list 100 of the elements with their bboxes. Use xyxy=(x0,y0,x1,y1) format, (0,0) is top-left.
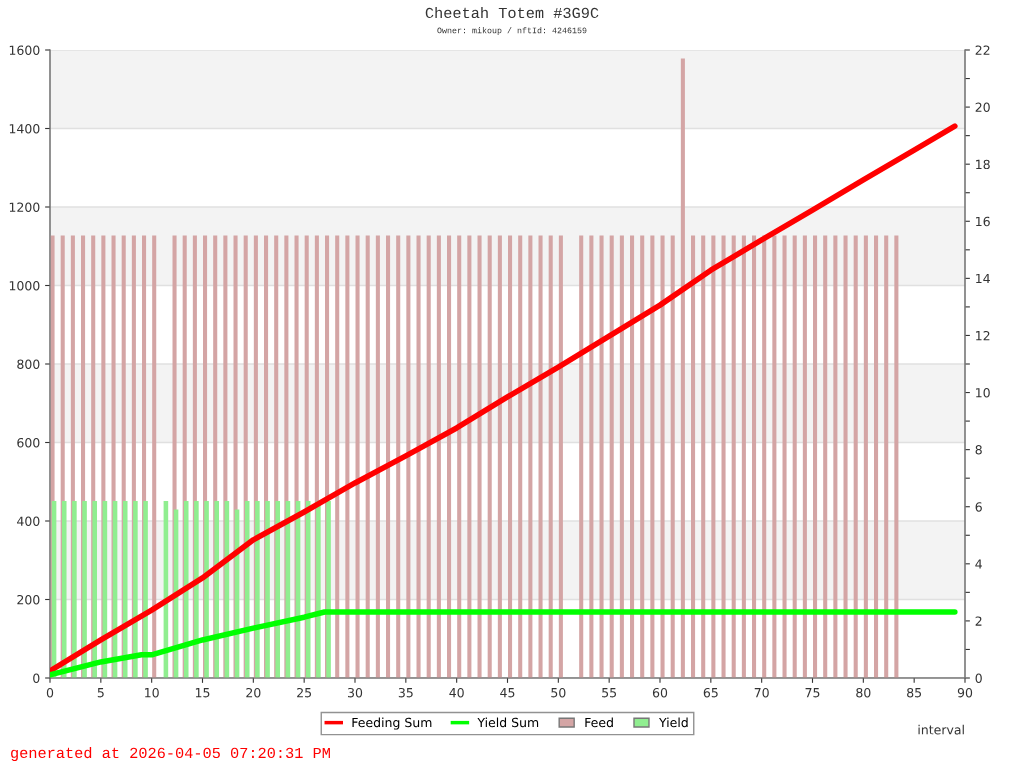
bar xyxy=(133,501,138,678)
y2-tick-label: 0 xyxy=(975,673,982,683)
x-tick-label: 70 xyxy=(754,687,769,698)
y2-tick-label: 16 xyxy=(976,216,990,227)
bar xyxy=(265,501,270,678)
bar xyxy=(619,235,624,678)
bar xyxy=(396,235,401,678)
y-tick-label: 600 xyxy=(17,437,40,448)
bar xyxy=(670,235,675,678)
bar xyxy=(183,501,189,678)
x-tick-label: 30 xyxy=(348,687,363,698)
bar xyxy=(538,235,543,678)
bar xyxy=(386,235,391,678)
bar xyxy=(711,235,716,678)
x-axis-title: interval xyxy=(918,724,964,735)
bar xyxy=(894,235,899,678)
bar xyxy=(122,501,128,678)
y2-tick-label: 12 xyxy=(976,330,990,341)
bar xyxy=(731,235,736,678)
y2-tick-label: 14 xyxy=(976,274,990,284)
x-tick-label: 35 xyxy=(398,687,413,698)
x-tick-label: 10 xyxy=(145,687,159,698)
bar xyxy=(884,235,889,678)
bar xyxy=(365,235,370,678)
y-tick-label: 1600 xyxy=(9,45,40,55)
bar xyxy=(82,501,87,678)
bar xyxy=(61,501,67,678)
x-tick-label: 40 xyxy=(449,687,464,698)
x-tick-label: 55 xyxy=(602,688,617,698)
x-tick-label: 25 xyxy=(297,687,312,698)
y2-tick-label: 8 xyxy=(975,445,982,455)
bar xyxy=(558,235,563,678)
y2-tick-label: 4 xyxy=(975,559,982,569)
bar xyxy=(194,501,199,678)
bar xyxy=(589,235,594,678)
legend-label: Feed xyxy=(585,717,613,728)
chart-title: Cheetah Totem #3G9C xyxy=(425,6,599,19)
y-tick-label: 400 xyxy=(17,516,40,526)
bar xyxy=(528,235,533,678)
bar xyxy=(650,235,655,678)
y2-tick-label: 2 xyxy=(975,616,982,626)
bar xyxy=(640,235,645,678)
x-tick-label: 0 xyxy=(46,687,54,698)
bar xyxy=(802,235,807,678)
bar xyxy=(579,235,584,678)
x-tick-label: 65 xyxy=(703,687,718,698)
legend-label: Yield Sum xyxy=(477,717,539,728)
bar xyxy=(792,235,797,678)
bar xyxy=(487,235,492,678)
bar xyxy=(782,235,787,678)
bar xyxy=(630,235,635,678)
bar xyxy=(660,235,665,678)
bar xyxy=(416,235,421,678)
y-tick-label: 800 xyxy=(17,359,40,369)
x-tick-label: 15 xyxy=(195,688,210,698)
bar xyxy=(721,235,726,678)
bar xyxy=(152,235,157,678)
bar xyxy=(457,235,462,678)
x-tick-label: 20 xyxy=(246,687,261,698)
bar xyxy=(701,235,706,678)
bar xyxy=(691,235,696,678)
x-tick-label: 75 xyxy=(805,688,820,698)
y-tick-label: 1200 xyxy=(9,202,40,212)
bar xyxy=(305,501,311,678)
y2-tick-label: 10 xyxy=(976,388,990,398)
y-tick-label: 1000 xyxy=(9,280,40,291)
bar xyxy=(518,235,523,678)
bar xyxy=(204,501,209,678)
bar xyxy=(406,235,411,678)
bar xyxy=(143,501,148,678)
bar xyxy=(609,235,614,678)
bar xyxy=(752,235,757,678)
bar xyxy=(214,501,220,678)
x-tick-label: 45 xyxy=(500,688,515,698)
x-tick-label: 60 xyxy=(652,687,668,698)
legend-label: Feeding Sum xyxy=(352,717,432,730)
bar xyxy=(72,501,77,678)
x-tick-label: 5 xyxy=(97,688,104,698)
bar xyxy=(853,235,858,678)
bar xyxy=(316,501,321,678)
bar xyxy=(508,235,513,678)
bar xyxy=(447,235,452,678)
bar xyxy=(863,235,868,678)
bar xyxy=(375,235,380,678)
bar xyxy=(823,235,828,678)
text: generated at 2026-04-05 07:20:31 PM xyxy=(11,746,330,762)
y2-tick-label: 22 xyxy=(975,45,990,55)
bar xyxy=(244,501,250,678)
y-tick-label: 200 xyxy=(17,594,40,605)
bar xyxy=(548,235,553,678)
bar xyxy=(813,235,818,678)
bar xyxy=(680,58,685,678)
y2-tick-label: 20 xyxy=(975,102,990,113)
bar xyxy=(843,235,848,678)
bar xyxy=(741,235,746,678)
bar xyxy=(255,501,260,678)
bar xyxy=(326,501,331,678)
bar xyxy=(335,235,340,678)
bar xyxy=(772,235,777,678)
x-tick-label: 85 xyxy=(907,687,922,698)
